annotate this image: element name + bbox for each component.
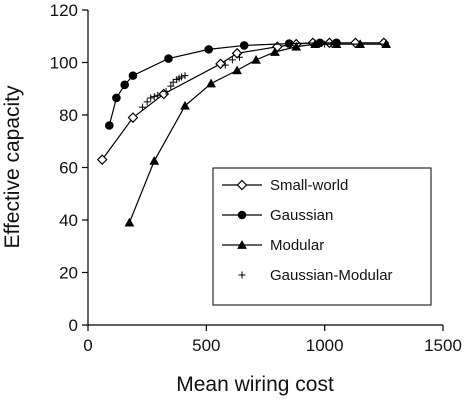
modular-point: [270, 46, 280, 56]
gaussian-point: [239, 41, 249, 50]
axis-ticks: 0 500 1000 1500 0 20 40 60 80 100 120: [50, 1, 462, 355]
gaussian-modular-point: [181, 72, 189, 80]
legend-marker-gaussian: [237, 210, 247, 220]
legend-marker-small-world: [236, 179, 248, 191]
x-tick-label: 500: [192, 336, 220, 355]
gaussian-modular-point: [167, 82, 175, 90]
series-small-world: [96, 37, 390, 165]
x-tick-label: 0: [83, 336, 92, 355]
gaussian-modular-point: [154, 91, 162, 99]
gaussian-modular-point: [138, 103, 146, 111]
modular-point: [355, 39, 366, 48]
legend-marker-modular: [237, 239, 247, 249]
gaussian-modular-point: [235, 53, 243, 61]
legend-item-gaussian: Gaussian: [222, 207, 333, 224]
gaussian-modular-point: [169, 78, 177, 86]
legend-marker-gaussian-modular: [238, 271, 246, 279]
gaussian-point: [164, 54, 173, 63]
x-tick-label: 1500: [424, 336, 462, 355]
series-layer: [96, 37, 392, 227]
modular-point: [310, 39, 321, 48]
gaussian-modular-point: [143, 98, 151, 106]
y-tick-label: 120: [50, 1, 78, 20]
gaussian-point: [105, 121, 114, 130]
gaussian-modular-point: [335, 40, 343, 48]
y-tick-label: 20: [59, 264, 78, 283]
gaussian-point: [204, 45, 213, 54]
series-gaussian: [105, 38, 341, 130]
small-world-line: [101, 42, 384, 160]
legend-item-modular: Modular: [222, 237, 324, 254]
y-tick-label: 0: [69, 316, 78, 335]
gaussian-modular-point: [221, 61, 229, 69]
gaussian-modular-point: [162, 87, 170, 95]
gaussian-modular-point: [147, 94, 155, 102]
legend-label-gaussian-modular: Gaussian-Modular: [270, 267, 393, 284]
modular-point: [251, 54, 261, 64]
modular-point: [381, 39, 392, 48]
y-tick-label: 80: [59, 106, 78, 125]
series-gaussian-modular: [138, 40, 343, 111]
legend: Small-world Gaussian Modular Gaussian-Modul…: [212, 167, 432, 306]
gaussian-modular-point: [150, 93, 158, 101]
gaussian-point: [112, 93, 121, 103]
legend-item-small-world: Small-world: [222, 177, 348, 194]
y-axis-title: Effective capacity: [1, 85, 24, 249]
gaussian-modular-point: [177, 73, 185, 81]
legend-label-modular: Modular: [270, 237, 324, 254]
modular-point: [291, 41, 302, 51]
modular-point: [206, 78, 216, 88]
gaussian-point: [128, 71, 138, 80]
x-axis-title: Mean wiring cost: [176, 373, 334, 396]
modular-point: [149, 155, 160, 165]
gaussian-line: [108, 42, 337, 126]
gaussian-modular-point: [228, 56, 236, 64]
gaussian-modular-point: [328, 40, 336, 48]
legend-box: [212, 167, 432, 306]
modular-point: [232, 65, 243, 75]
legend-label-small-world: Small-world: [270, 177, 348, 194]
small-world-point: [215, 58, 226, 70]
legend-item-gaussian-modular: Gaussian-Modular: [238, 267, 393, 284]
y-tick-label: 100: [50, 54, 78, 73]
gaussian-point: [120, 80, 129, 90]
y-tick-label: 40: [59, 211, 78, 230]
small-world-point: [231, 47, 243, 59]
y-tick-label: 60: [59, 159, 78, 178]
modular-point: [124, 217, 135, 227]
gaussian-point: [284, 39, 294, 48]
gaussian-modular-point: [321, 40, 329, 48]
modular-point: [180, 100, 190, 110]
small-world-point: [96, 154, 108, 165]
small-world-point: [127, 112, 139, 123]
legend-label-gaussian: Gaussian: [270, 207, 333, 224]
x-tick-label: 1000: [306, 336, 344, 355]
